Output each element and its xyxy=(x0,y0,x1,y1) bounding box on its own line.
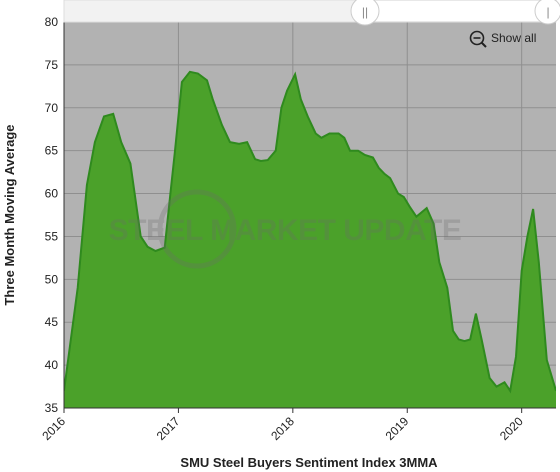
sentiment-area xyxy=(64,71,556,408)
y-tick-label: 55 xyxy=(45,229,59,243)
navigator-right-handle[interactable]: | xyxy=(534,0,560,25)
watermark-text: STEEL MARKET UPDATE xyxy=(109,214,462,247)
x-axis-title: SMU Steel Buyers Sentiment Index 3MMA xyxy=(180,455,438,470)
x-tick-label: 2020 xyxy=(497,414,526,443)
y-tick-label: 50 xyxy=(45,272,59,286)
x-axis-tick-labels: 2016 2017 2018 2019 2020 xyxy=(39,414,526,443)
x-tick-label: 2016 xyxy=(39,414,68,443)
y-tick-label: 75 xyxy=(45,58,59,72)
x-tick-label: 2019 xyxy=(383,414,412,443)
navigator-left-handle[interactable]: || xyxy=(350,0,380,26)
y-axis-tick-labels: 35 40 45 50 55 60 65 70 75 80 xyxy=(45,15,59,415)
x-tick-label: 2017 xyxy=(154,414,183,443)
y-tick-label: 40 xyxy=(45,358,59,372)
watermark: STEEL MARKET UPDATE xyxy=(109,189,462,269)
y-tick-label: 35 xyxy=(45,401,59,415)
y-tick-label: 65 xyxy=(45,144,59,158)
zoom-out-icon xyxy=(469,30,487,48)
sentiment-line xyxy=(64,70,556,394)
navigator-window[interactable] xyxy=(365,1,551,21)
x-tick-label: 2018 xyxy=(268,414,297,443)
y-tick-label: 80 xyxy=(45,15,59,29)
navigator-right-handle-grip: | xyxy=(546,5,549,19)
y-axis-title: Three Month Moving Average xyxy=(2,124,17,305)
y-tick-label: 70 xyxy=(45,101,59,115)
y-tick-label: 45 xyxy=(45,315,59,329)
y-tick-label: 60 xyxy=(45,187,59,201)
show-all-label[interactable]: Show all xyxy=(491,31,536,45)
navigator-left-handle-knob[interactable] xyxy=(350,0,380,26)
navigator-right-handle-knob[interactable] xyxy=(534,0,560,25)
watermark-ring xyxy=(157,189,237,269)
navigator-scrollbar[interactable]: || | xyxy=(63,0,560,26)
navigator-left-handle-grip: || xyxy=(362,5,368,19)
show-all-button[interactable]: Show all xyxy=(469,30,537,48)
